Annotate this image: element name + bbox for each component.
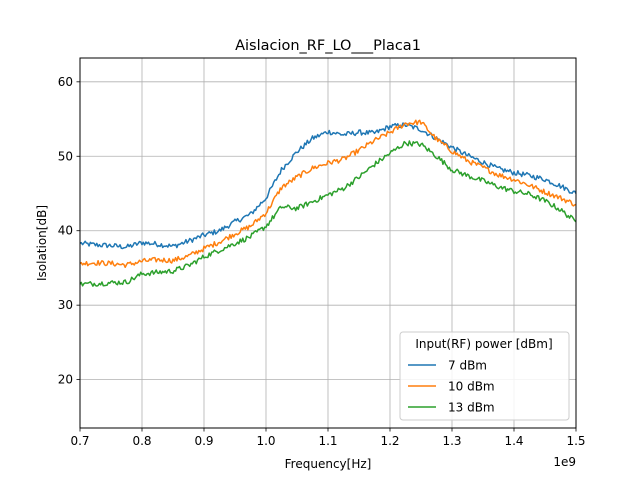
y-axis-label: Isolation[dB]: [35, 205, 49, 281]
legend-entries: 7 dBm 10 dBm 13 dBm: [408, 359, 495, 415]
y-tick-label: 20: [58, 373, 73, 387]
x-axis-ticks: 0.7 0.8 0.9 1.0 1.1 1.2 1.3 1.4 1.5: [70, 428, 586, 448]
chart-title: Aislacion_RF_LO___Placa1: [235, 38, 421, 54]
x-axis-offset-label: 1e9: [553, 455, 576, 469]
y-tick-label: 50: [58, 149, 73, 163]
x-axis-label: Frequency[Hz]: [285, 457, 372, 471]
legend-label: 13 dBm: [448, 401, 495, 415]
y-tick-label: 40: [58, 224, 73, 238]
plot-lines: [79, 119, 577, 287]
legend: Input(RF) power [dBm] 7 dBm 10 dBm 13 dBm: [399, 331, 570, 421]
y-tick-label: 30: [58, 298, 73, 312]
legend-label: 7 dBm: [448, 359, 487, 373]
x-tick-label: 0.8: [132, 434, 151, 448]
x-tick-label: 0.9: [194, 434, 213, 448]
series-line-2: [79, 119, 577, 269]
legend-title: Input(RF) power [dBm]: [415, 337, 552, 351]
x-tick-label: 1.1: [318, 434, 337, 448]
legend-label: 10 dBm: [448, 380, 495, 394]
legend-box: [399, 331, 570, 421]
y-tick-label: 60: [58, 75, 73, 89]
x-tick-label: 1.0: [256, 434, 275, 448]
x-tick-label: 0.7: [70, 434, 89, 448]
x-tick-label: 1.5: [566, 434, 585, 448]
y-axis-ticks: 20 30 40 50 60: [58, 75, 80, 387]
series-line-1: [79, 122, 577, 250]
x-tick-label: 1.2: [380, 434, 399, 448]
series-line-3: [79, 140, 577, 287]
x-tick-label: 1.4: [504, 434, 523, 448]
x-tick-label: 1.3: [442, 434, 461, 448]
